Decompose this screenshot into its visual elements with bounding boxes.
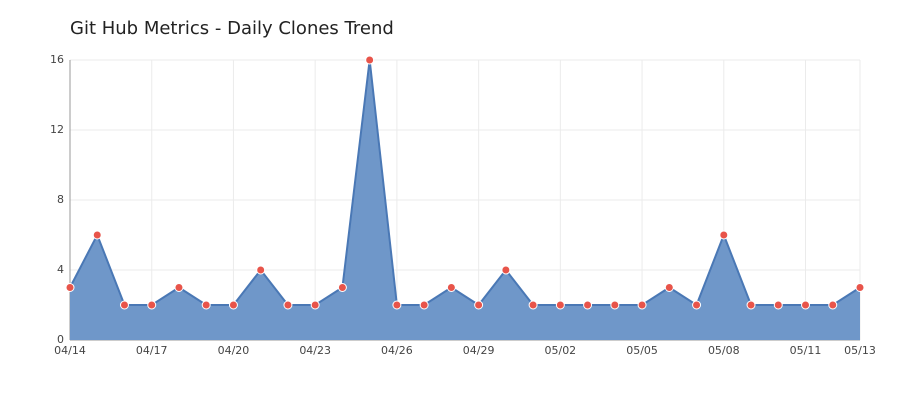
marker bbox=[283, 300, 293, 310]
x-tick-label: 04/14 bbox=[54, 344, 86, 357]
marker bbox=[256, 265, 266, 275]
x-tick-label: 05/02 bbox=[544, 344, 576, 357]
marker bbox=[147, 300, 157, 310]
marker bbox=[828, 300, 838, 310]
chart-title: Git Hub Metrics - Daily Clones Trend bbox=[70, 18, 394, 39]
marker bbox=[337, 283, 347, 292]
x-tick-label: 04/26 bbox=[381, 344, 413, 357]
marker bbox=[637, 300, 647, 310]
marker bbox=[65, 283, 75, 292]
x-tick-label: 04/29 bbox=[463, 344, 495, 357]
marker bbox=[419, 300, 429, 310]
y-tick-label: 16 bbox=[50, 53, 64, 66]
x-tick-label: 04/17 bbox=[136, 344, 168, 357]
marker bbox=[746, 300, 756, 310]
marker bbox=[201, 300, 211, 310]
y-tick-label: 0 bbox=[57, 333, 64, 346]
marker bbox=[474, 300, 484, 310]
marker bbox=[610, 300, 620, 310]
marker bbox=[446, 283, 456, 292]
marker bbox=[528, 300, 538, 310]
marker bbox=[174, 283, 184, 292]
marker bbox=[855, 283, 865, 292]
marker bbox=[92, 230, 102, 240]
marker bbox=[365, 55, 375, 65]
marker bbox=[555, 300, 565, 310]
area bbox=[70, 60, 860, 340]
marker bbox=[392, 300, 402, 310]
line bbox=[69, 59, 861, 307]
x-tick-label: 05/05 bbox=[626, 344, 658, 357]
x-tick-label: 04/23 bbox=[299, 344, 331, 357]
marker bbox=[119, 300, 129, 310]
marker bbox=[719, 230, 729, 240]
marker bbox=[664, 283, 674, 292]
marker bbox=[692, 300, 702, 310]
marker bbox=[801, 300, 811, 310]
marker bbox=[583, 300, 593, 310]
y-tick-label: 12 bbox=[50, 123, 64, 136]
y-tick-label: 4 bbox=[57, 263, 64, 276]
marker bbox=[228, 300, 238, 310]
x-tick-label: 05/11 bbox=[790, 344, 822, 357]
x-tick-label: 04/20 bbox=[218, 344, 250, 357]
marker bbox=[773, 300, 783, 310]
y-tick-label: 8 bbox=[57, 193, 64, 206]
marker bbox=[310, 300, 320, 310]
x-tick-label: 05/13 bbox=[844, 344, 876, 357]
marker bbox=[501, 265, 511, 275]
x-tick-label: 05/08 bbox=[708, 344, 740, 357]
